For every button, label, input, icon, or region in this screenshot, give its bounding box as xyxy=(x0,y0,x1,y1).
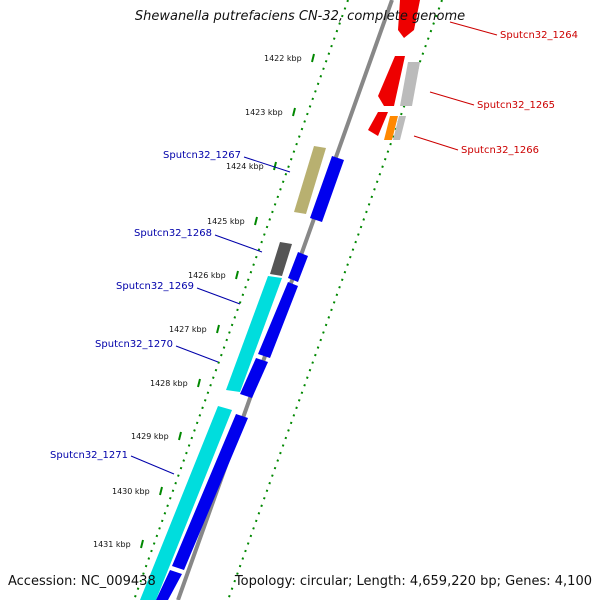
feature-block xyxy=(400,62,420,106)
tick-mark xyxy=(311,53,315,63)
feature-block xyxy=(398,0,420,38)
tick-label: 1428 kbp xyxy=(150,379,188,388)
tick-mark xyxy=(197,378,201,388)
tick-label: 1424 kbp xyxy=(226,162,264,171)
feature-block xyxy=(294,146,326,214)
gene-label: Sputcn32_1270 xyxy=(95,339,173,350)
gene-labels: Sputcn32_1264 Sputcn32_1265 Sputcn32_1266 S… xyxy=(50,21,578,475)
feature-block xyxy=(384,116,398,140)
feature-block xyxy=(156,570,182,600)
accession-text: Accession: NC_009438 xyxy=(8,574,156,589)
tick-mark xyxy=(254,216,258,226)
gene-label: Sputcn32_1267 xyxy=(163,150,241,161)
gene-leader-line xyxy=(413,135,459,151)
tick-label: 1422 kbp xyxy=(264,54,302,63)
gene-leader-line xyxy=(196,287,241,305)
gene-label: Sputcn32_1266 xyxy=(461,145,539,156)
gene-leader-line xyxy=(130,455,175,475)
gene-label: Sputcn32_1264 xyxy=(500,30,578,41)
gene-label: Sputcn32_1269 xyxy=(116,281,194,292)
gene-leader-line xyxy=(429,91,475,106)
tick-mark xyxy=(178,431,182,441)
tick-mark xyxy=(235,270,239,280)
tick-label: 1430 kbp xyxy=(112,487,150,496)
tick-label: 1429 kbp xyxy=(131,432,169,441)
forward-strand-features xyxy=(140,146,344,600)
feature-block xyxy=(270,242,292,276)
gene-leader-line xyxy=(449,21,498,36)
gene-leader-line xyxy=(175,345,219,363)
tick-mark xyxy=(273,161,277,171)
tick-label: 1423 kbp xyxy=(245,108,283,117)
tick-mark xyxy=(216,324,220,334)
feature-block xyxy=(310,156,344,222)
gene-label: Sputcn32_1265 xyxy=(477,100,555,111)
feature-block xyxy=(378,56,405,106)
reverse-strand-features xyxy=(368,0,420,140)
inner-tick-track xyxy=(133,0,349,600)
tick-mark xyxy=(140,539,144,549)
tick-label: 1431 kbp xyxy=(93,540,131,549)
tick-label: 1425 kbp xyxy=(207,217,245,226)
feature-block xyxy=(288,252,308,282)
feature-block xyxy=(172,414,248,570)
figure-title: Shewanella putrefaciens CN-32, complete … xyxy=(134,9,466,24)
tick-mark xyxy=(159,486,163,496)
genome-summary-text: Topology: circular; Length: 4,659,220 bp… xyxy=(234,574,592,589)
gene-leader-line xyxy=(243,156,291,173)
tick-mark xyxy=(292,107,296,117)
feature-block xyxy=(258,282,298,358)
feature-block xyxy=(226,276,282,392)
feature-block xyxy=(368,112,388,136)
feature-block xyxy=(393,116,406,140)
tick-label: 1426 kbp xyxy=(188,271,226,280)
gene-label: Sputcn32_1271 xyxy=(50,450,128,461)
gene-label: Sputcn32_1268 xyxy=(134,228,212,239)
feature-block xyxy=(140,406,232,600)
tick-label: 1427 kbp xyxy=(169,325,207,334)
gene-leader-line xyxy=(214,234,263,253)
feature-block xyxy=(240,358,268,398)
kbp-ticks: 1422 kbp 1423 kbp 1424 kbp 1425 kbp 1426 kbp… xyxy=(93,53,315,549)
